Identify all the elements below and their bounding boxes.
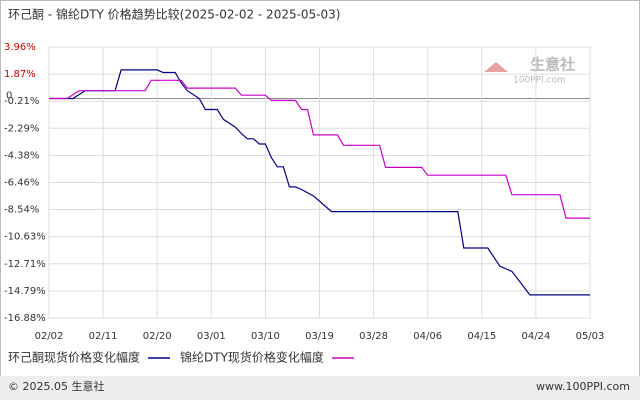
footer-left: © 2025.05 生意社 [8, 379, 104, 393]
y-tick-label: -16.88% [4, 313, 46, 324]
x-tick-label: 02/02 [35, 331, 64, 342]
y-tick-label: 0 [6, 90, 12, 101]
x-tick-label: 02/11 [89, 331, 118, 342]
x-tick-label: 03/28 [359, 331, 388, 342]
x-tick-label: 03/01 [197, 331, 226, 342]
x-tick-label: 03/19 [305, 331, 334, 342]
x-tick-label: 04/24 [521, 331, 550, 342]
y-tick-label: 3.96% [4, 42, 36, 53]
watermark: 生意社 [530, 56, 575, 74]
chart-title: 环己酮 - 锦纶DTY 价格趋势比较(2025-02-02 - 2025-05-… [8, 7, 340, 22]
y-tick-label: -6.46% [4, 178, 39, 189]
series-line [49, 69, 590, 296]
y-tick-label: -8.54% [4, 205, 39, 216]
x-tick-label: 05/03 [576, 331, 605, 342]
y-tick-label: -12.71% [4, 259, 46, 270]
y-tick-label: -0.21% [4, 96, 39, 107]
series-line [49, 79, 590, 219]
y-tick-label: -4.38% [4, 150, 39, 161]
x-tick-label: 02/20 [143, 331, 172, 342]
y-tick-label: -2.29% [4, 123, 39, 134]
legend-label: 环己酮现货价格变化幅度 [8, 350, 140, 365]
y-tick-label: 1.87% [4, 69, 36, 80]
x-tick-label: 04/15 [467, 331, 496, 342]
watermark-sub: 100PPI.com [513, 76, 566, 86]
legend-label: 锦纶DTY现货价格变化幅度 [180, 350, 324, 365]
y-tick-label: -14.79% [4, 286, 46, 297]
x-tick-label: 04/06 [413, 331, 442, 342]
footer-right: www.100PPI.com [536, 380, 630, 393]
x-tick-label: 03/10 [251, 331, 280, 342]
watermark-icon [484, 62, 508, 72]
footer-bar [0, 376, 640, 400]
y-tick-label: -10.63% [4, 232, 46, 243]
